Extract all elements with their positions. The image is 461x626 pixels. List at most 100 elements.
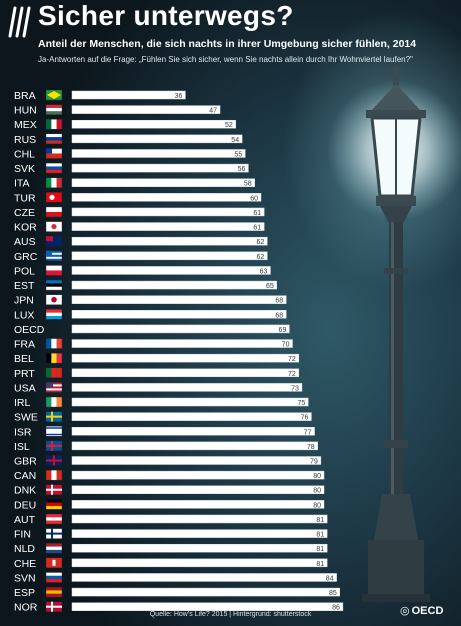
bar-svk xyxy=(71,163,249,173)
bar-irl xyxy=(71,397,309,407)
data-label-kor: 61 xyxy=(253,225,261,232)
flag-kor-disc xyxy=(51,223,57,230)
tick-label-irl: IRL xyxy=(14,397,31,409)
flag-aus-stripe xyxy=(46,236,62,247)
data-label-oecd: 69 xyxy=(279,327,287,334)
data-label-gbr: 79 xyxy=(310,459,318,466)
flag-ita-stripe xyxy=(56,177,63,188)
bar-bel xyxy=(71,353,300,363)
flag-fra-border xyxy=(45,338,63,349)
data-label-irl: 75 xyxy=(297,400,305,407)
tick-label-nld: NLD xyxy=(14,543,35,555)
flag-hun-stripe xyxy=(46,104,62,109)
data-label-lux: 68 xyxy=(275,312,283,319)
flag-isr-border xyxy=(45,426,63,437)
tick-label-ita: ITA xyxy=(14,178,30,190)
flag-prt-stripe xyxy=(56,367,63,378)
tick-label-isr: ISR xyxy=(14,426,32,438)
flag-cze-border xyxy=(45,206,63,218)
flag-svk-stripe xyxy=(46,166,62,170)
flag-usa-stripe xyxy=(46,382,62,385)
flag-grc-canton xyxy=(46,250,52,256)
tick-label-hun: HUN xyxy=(14,105,37,117)
tick-label-jpn: JPN xyxy=(14,295,34,307)
bar-rus xyxy=(71,134,243,144)
oecd-logo-icon: ◎ xyxy=(400,605,410,617)
data-label-ita: 58 xyxy=(244,181,252,188)
data-label-nor: 86 xyxy=(332,605,340,612)
tick-label-svn: SVN xyxy=(14,572,36,584)
flag-esp-stripe xyxy=(46,587,62,591)
oecd-logo-label: OECD xyxy=(411,605,444,617)
flag-deu-stripe xyxy=(46,506,62,510)
bar-ita xyxy=(71,178,255,187)
bar-oecd xyxy=(71,324,290,334)
flag-swe-cross xyxy=(46,415,62,418)
flag-isr-stripe xyxy=(46,427,62,429)
tick-label-swe: SWE xyxy=(14,412,38,424)
flag-irl-border xyxy=(45,396,63,408)
data-label-nld: 81 xyxy=(316,546,324,553)
flag-usa-canton xyxy=(46,382,53,388)
bar-hun xyxy=(71,105,221,114)
flag-irl-stripe xyxy=(51,397,57,408)
flag-usa-stripe xyxy=(46,384,62,387)
flag-mex-stripe xyxy=(51,119,57,130)
flag-irl-stripe xyxy=(46,397,52,408)
bar-prt xyxy=(71,368,300,378)
chart-subtitle: Anteil der Menschen, die sich nachts in … xyxy=(38,38,417,50)
data-label-grc: 62 xyxy=(257,254,265,261)
flag-grc-stripe xyxy=(46,250,62,253)
bar-swe xyxy=(71,412,312,421)
flag-grc-stripe xyxy=(46,258,62,261)
flag-dnk-cross xyxy=(46,488,62,491)
bar-can xyxy=(71,470,325,480)
flag-rus-stripe xyxy=(46,137,62,141)
flag-deu-stripe xyxy=(46,502,62,507)
flag-esp-stripe xyxy=(46,590,62,594)
flag-nld-stripe xyxy=(46,546,62,550)
flag-ita-stripe xyxy=(51,177,57,188)
data-label-fra: 70 xyxy=(282,342,290,349)
tick-label-lux: LUX xyxy=(14,309,34,321)
flag-irl-stripe xyxy=(56,397,63,408)
flag-gbr-cross xyxy=(46,459,62,462)
flag-prt-stripe xyxy=(46,367,52,378)
bar-pol xyxy=(71,266,271,275)
bar-cze xyxy=(71,207,265,217)
flag-usa-stripe xyxy=(46,388,62,391)
flag-can-stripe xyxy=(56,470,63,481)
data-label-bra: 36 xyxy=(175,93,183,100)
flag-jpn-disc xyxy=(51,296,57,303)
data-label-fin: 81 xyxy=(316,532,324,539)
flag-aus-canton xyxy=(46,236,53,242)
flag-est-stripe xyxy=(46,280,62,284)
tick-label-can: CAN xyxy=(14,470,36,482)
flag-bel-border xyxy=(45,352,63,364)
tick-label-mex: MEX xyxy=(14,119,37,131)
tick-label-est: EST xyxy=(14,280,35,292)
flag-che-cross xyxy=(52,559,56,566)
tick-label-aut: AUT xyxy=(14,514,36,526)
bar-usa xyxy=(71,383,303,392)
flag-usa-stripe xyxy=(46,386,62,389)
flag-tur-crescent xyxy=(49,194,55,200)
tick-label-kor: KOR xyxy=(14,222,37,234)
flag-mex-stripe xyxy=(46,119,52,130)
bar-isr xyxy=(71,427,315,436)
tick-label-bra: BRA xyxy=(14,90,36,102)
flag-nld-stripe xyxy=(46,549,62,554)
data-label-bel: 72 xyxy=(288,356,296,363)
bar-che xyxy=(71,558,328,568)
data-label-isr: 77 xyxy=(304,429,312,436)
flag-svn-stripe xyxy=(46,579,62,583)
flag-aut-stripe xyxy=(46,520,62,525)
data-label-pol: 63 xyxy=(260,268,268,275)
tick-label-tur: TUR xyxy=(14,192,36,204)
data-label-can: 80 xyxy=(313,473,321,480)
flag-rus-stripe xyxy=(46,140,62,144)
tick-label-rus: RUS xyxy=(14,134,36,146)
flag-est-stripe xyxy=(46,283,62,287)
tick-label-esp: ESP xyxy=(14,587,35,599)
data-label-dnk: 80 xyxy=(313,488,321,495)
